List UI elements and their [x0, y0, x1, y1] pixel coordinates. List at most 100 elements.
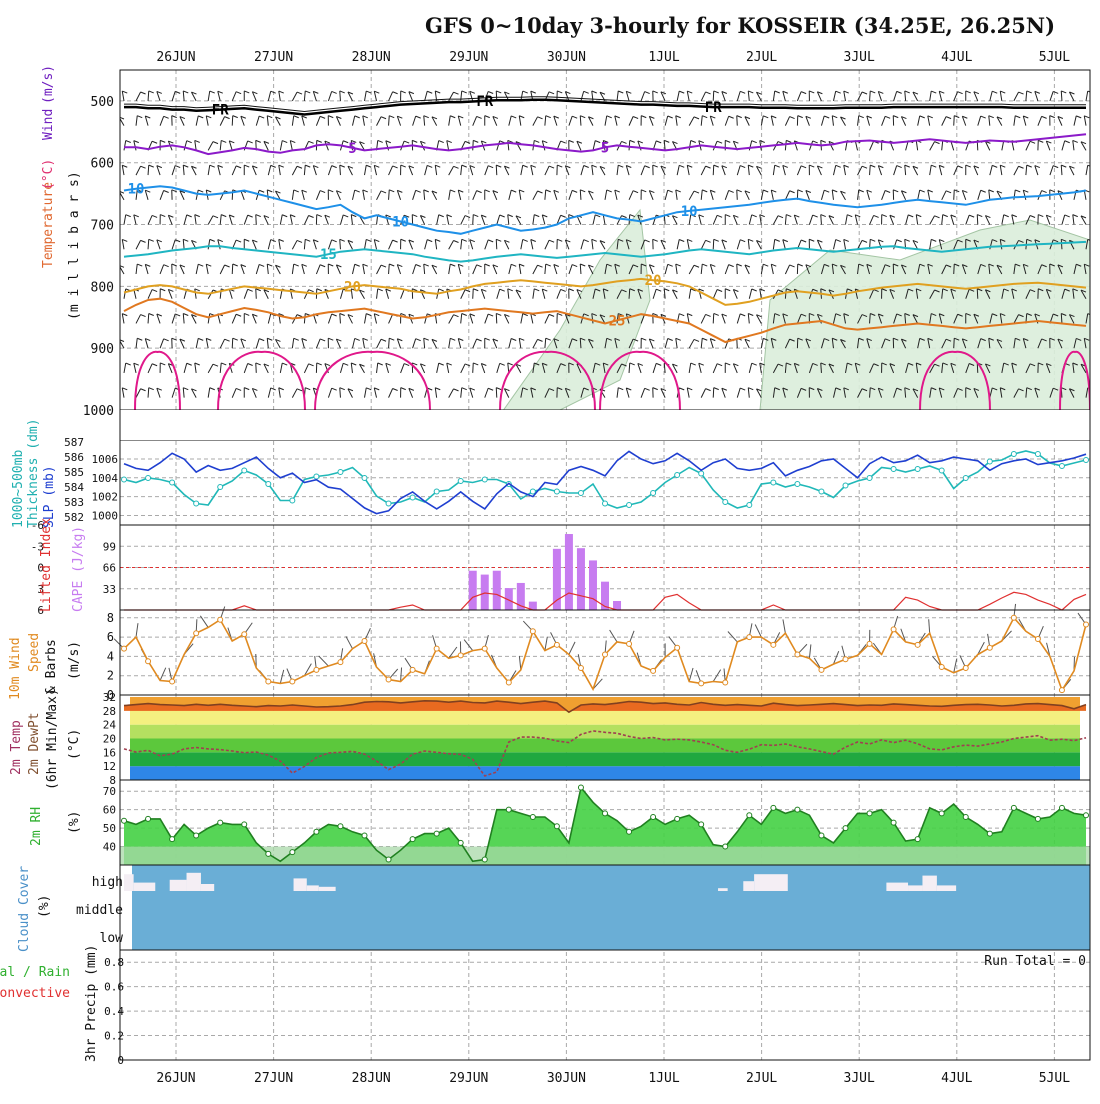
wind-barb — [665, 264, 668, 274]
wind-barb — [232, 314, 236, 323]
wind-barb-flag — [737, 190, 742, 192]
wind-barb — [581, 165, 584, 175]
wind-barb-flag — [259, 339, 264, 341]
wind10-line-point — [699, 681, 704, 686]
wind-barb-flag — [534, 215, 539, 217]
wind-barb-flag — [679, 314, 684, 316]
wind-barb — [977, 215, 978, 225]
wind-barb-flag — [355, 264, 360, 266]
cloud-high-block — [718, 888, 728, 891]
wind-barb-flag — [935, 216, 940, 218]
wind-barb — [1074, 116, 1076, 126]
wind-barb-flag — [424, 116, 429, 118]
wind-barb — [954, 116, 955, 126]
wind-barb — [363, 190, 365, 200]
wind-barb — [629, 140, 630, 150]
wind-barb — [858, 116, 859, 126]
wind-barb-flag — [882, 215, 887, 217]
wind-barb — [773, 216, 778, 225]
wind-barb — [401, 364, 405, 373]
wind-barb-flag — [645, 92, 650, 94]
thickness-line-point — [915, 467, 920, 472]
wind-barb-flag — [607, 116, 612, 118]
wind-barb-flag — [297, 389, 302, 391]
wind-barb — [183, 91, 184, 101]
wind-barb — [533, 215, 534, 225]
rh-tick-label: 50 — [103, 822, 116, 835]
wind-barb — [593, 215, 595, 225]
wind-barb-flag — [752, 215, 757, 217]
wind-barb-flag — [294, 338, 299, 340]
wind-barb — [713, 290, 717, 299]
wind10-line-point — [1035, 637, 1040, 642]
precip-total-rain-label: Total / Rain — [0, 965, 70, 980]
wind-barb-flag — [198, 116, 203, 118]
wind-barb — [496, 239, 497, 249]
wind-barb-flag — [538, 117, 543, 119]
wind-barb — [978, 190, 981, 200]
cloud-high-block — [908, 885, 922, 891]
wind-barb — [821, 215, 822, 225]
bottom-date-label: 4JUL — [941, 1071, 972, 1086]
wind-barb-flag — [706, 389, 711, 391]
wind-barb-flag — [557, 313, 562, 315]
wind-barb-flag — [149, 313, 154, 315]
wind-barb — [401, 289, 405, 298]
rh-line-point — [290, 850, 295, 855]
wind-barb — [737, 388, 740, 398]
wind-barb-flag — [786, 215, 791, 217]
wind-barb-flag — [790, 265, 795, 267]
wind-barb-flag — [236, 314, 241, 316]
wind-barb — [292, 264, 293, 274]
wind-barb — [699, 363, 701, 373]
wind-barb — [328, 91, 331, 100]
wind-barb — [447, 363, 449, 373]
wind-barb — [605, 116, 607, 126]
wind-barb — [425, 240, 428, 250]
wind-barb — [1050, 166, 1053, 175]
precip-unit-label: 3hr Precip (mm) — [84, 945, 99, 1062]
wind-barb-flag — [175, 166, 180, 168]
wind-barb — [676, 338, 677, 348]
top-date-label: 3JUL — [844, 50, 875, 65]
wind-barb-flag — [435, 388, 440, 390]
wind-barb — [977, 289, 978, 299]
wind-barb-flag — [691, 363, 696, 365]
wind-barb — [124, 289, 126, 299]
wind-barb-flag — [198, 190, 203, 192]
wind-barb — [797, 92, 801, 101]
wind-barb-flag — [569, 140, 574, 142]
wind-barb-flag — [572, 116, 577, 118]
wind-barb-flag — [435, 165, 440, 167]
wind-barb — [365, 239, 367, 249]
thickness-line-point — [122, 477, 127, 482]
chart-title: GFS 0~10day 3-hourly for KOSSEIR (34.25E… — [425, 13, 1055, 38]
wind-barb-flag — [992, 91, 997, 93]
wind-barb — [748, 91, 749, 101]
slp-panel — [122, 451, 1089, 514]
wind-barb — [340, 91, 341, 101]
wind-barb-flag — [790, 191, 795, 193]
wind-barb — [617, 91, 618, 101]
wind-barb — [220, 265, 224, 274]
wind-barb-flag — [248, 141, 253, 143]
thickness-line-point — [458, 479, 463, 484]
wind-barb-flag — [465, 364, 470, 366]
wind-barb — [340, 313, 341, 323]
panel-tick-label: 4 — [107, 649, 114, 663]
wind-barb — [713, 239, 714, 249]
wind-barb — [136, 92, 141, 101]
wind-barb — [1061, 165, 1062, 175]
t2m-band — [130, 752, 1080, 766]
wind-barb — [592, 239, 593, 249]
wind10-line-point — [386, 677, 391, 682]
wind-barb-flag — [809, 91, 814, 93]
wind-barb — [183, 239, 184, 249]
wind-barb — [508, 140, 509, 150]
wind-barb — [629, 363, 630, 373]
wind-barb-flag — [500, 289, 505, 291]
wind-barb — [473, 140, 474, 150]
wind-barb — [497, 289, 500, 299]
